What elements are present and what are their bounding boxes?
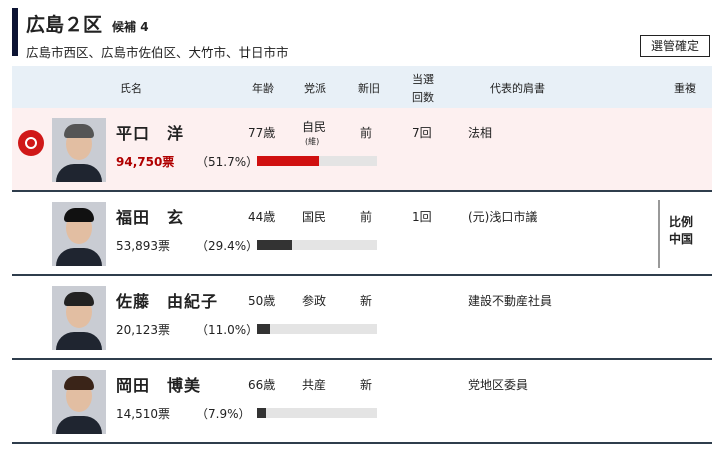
col-name: 氏名 xyxy=(120,82,142,95)
vote-share-bar xyxy=(257,240,377,250)
col-party: 党派 xyxy=(304,82,326,95)
dup-label: 比例 xyxy=(668,215,693,229)
table-header: 氏名 年齢 党派 新旧 当選 回数 代表的肩書 重複 xyxy=(12,66,712,108)
vote-count: 20,123票 xyxy=(116,323,170,337)
candidate-title: 建設不動産社員 xyxy=(468,294,553,308)
col-wins-1: 当選 xyxy=(412,73,434,86)
status: 前 xyxy=(360,126,373,140)
wins: 7回 xyxy=(412,126,432,140)
wins: 1回 xyxy=(412,210,432,224)
district-area: 広島市西区、広島市佐伯区、大竹市、廿日市市 xyxy=(26,45,289,60)
vote-percent: （11.0%） xyxy=(196,323,259,337)
candidate-photo xyxy=(52,118,106,182)
col-wins-2: 回数 xyxy=(412,91,434,104)
age: 66歳 xyxy=(248,378,276,392)
status: 新 xyxy=(360,378,373,392)
dual-candidacy: 比例 中国 xyxy=(658,200,702,268)
district-name: 広島２区 xyxy=(26,14,103,36)
candidate-row: 福田 玄 53,893票 （29.4%） 44歳 国民 前 1回 (元)浅口市議 比例中国 xyxy=(12,192,712,276)
vote-share-fill xyxy=(257,408,267,418)
party: 参政 xyxy=(302,294,327,308)
age: 44歳 xyxy=(248,210,276,224)
party-sub: (維) xyxy=(305,137,320,146)
col-dup: 重複 xyxy=(674,82,696,95)
candidate-photo xyxy=(52,202,106,266)
col-title: 代表的肩書 xyxy=(490,82,545,95)
candidate-name: 岡田 博美 xyxy=(116,376,202,395)
candidate-photo xyxy=(52,370,106,434)
vote-percent: （7.9%） xyxy=(196,407,251,421)
vote-count: 53,893票 xyxy=(116,239,170,253)
candidate-title: 法相 xyxy=(468,126,493,140)
official-confirmed-button[interactable]: 選管確定 xyxy=(640,35,710,57)
candidate-title: (元)浅口市議 xyxy=(468,210,538,224)
candidate-row: 岡田 博美 14,510票 （7.9%） 66歳 共産 新 党地区委員 xyxy=(12,360,712,444)
vote-count: 14,510票 xyxy=(116,407,170,421)
candidate-row: 佐藤 由紀子 20,123票 （11.0%） 50歳 参政 新 建設不動産社員 xyxy=(12,276,712,360)
age: 77歳 xyxy=(248,126,276,140)
candidate-photo xyxy=(52,286,106,350)
col-status: 新旧 xyxy=(358,82,380,95)
party: 共産 xyxy=(302,378,327,392)
candidate-name: 佐藤 由紀子 xyxy=(116,292,219,311)
vote-share-fill xyxy=(257,324,271,334)
vote-share-bar xyxy=(257,156,377,166)
party: 自民 xyxy=(302,120,327,134)
col-age: 年齢 xyxy=(252,82,274,95)
candidate-row: 平口 洋 94,750票 （51.7%） 77歳 自民 (維) 前 7回 法相 xyxy=(12,108,712,192)
vote-share-bar xyxy=(257,324,377,334)
vote-percent: （29.4%） xyxy=(196,239,259,253)
vote-percent: （51.7%） xyxy=(196,155,259,169)
candidate-count: 候補 4 xyxy=(112,20,149,34)
header-accent xyxy=(12,8,18,56)
status: 前 xyxy=(360,210,373,224)
winner-rose-icon xyxy=(18,130,44,156)
district-title: 広島２区 候補 4 xyxy=(26,10,149,37)
dup-block: 中国 xyxy=(668,232,693,246)
candidate-title: 党地区委員 xyxy=(468,378,529,392)
candidate-name: 平口 洋 xyxy=(116,124,185,143)
vote-share-bar xyxy=(257,408,377,418)
status: 新 xyxy=(360,294,373,308)
candidate-name: 福田 玄 xyxy=(116,208,185,227)
vote-share-fill xyxy=(257,156,320,166)
age: 50歳 xyxy=(248,294,276,308)
vote-share-fill xyxy=(257,240,293,250)
party: 国民 xyxy=(302,210,327,224)
vote-count: 94,750票 xyxy=(116,155,175,169)
